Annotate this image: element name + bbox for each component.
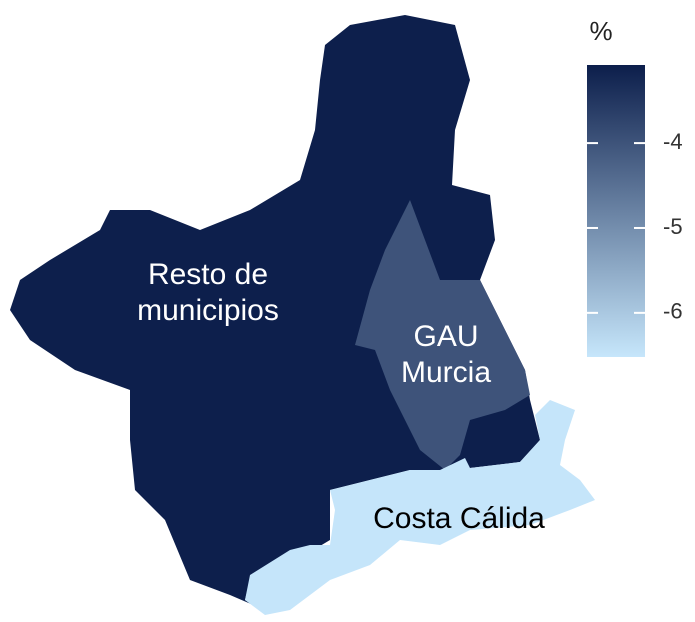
- region-label: Resto de: [148, 258, 268, 291]
- region-label: municipios: [137, 294, 279, 327]
- region: [355, 200, 530, 470]
- region-label: GAU: [413, 320, 478, 353]
- legend-title: %: [589, 16, 612, 46]
- colorbar-tick-label: -4: [663, 129, 683, 154]
- region: [10, 15, 540, 610]
- colorbar-tick-label: -6: [663, 299, 683, 324]
- colorbar: [587, 65, 645, 357]
- region-label: Costa Cálida: [373, 502, 545, 535]
- region: [245, 400, 595, 615]
- colorbar-tick-label: -5: [663, 214, 683, 239]
- region-label: Murcia: [401, 356, 491, 389]
